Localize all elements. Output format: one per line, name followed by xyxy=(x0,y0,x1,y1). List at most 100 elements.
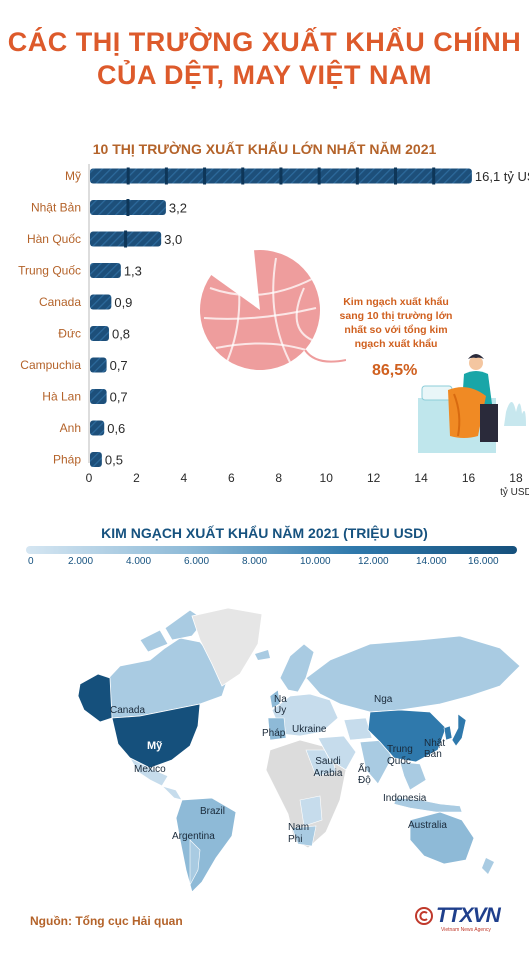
copyright-icon xyxy=(415,907,433,925)
scale-tick-label: 14.000 xyxy=(416,556,447,567)
map-label-trung-quoc: Trung Quốc xyxy=(387,744,413,767)
bar-tie xyxy=(126,199,130,216)
map-greenland xyxy=(191,607,263,687)
map-label-brazil: Brazil xyxy=(200,806,226,817)
map-label-nga: Nga xyxy=(374,694,393,705)
value-label: 0,9 xyxy=(114,295,132,310)
value-label: 0,5 xyxy=(105,453,123,468)
value-label: 3,0 xyxy=(164,232,182,247)
bar-tie xyxy=(241,167,245,185)
map-labels: Canada Mỹ Mexico Brazil Argentina Na Uy … xyxy=(0,600,529,900)
source-note: Nguồn: Tổng cục Hải quan xyxy=(30,914,183,928)
bar-tie xyxy=(432,167,436,185)
map-title: KIM NGẠCH XUẤT KHẨU NĂM 2021 (TRIỆU USD) xyxy=(101,525,428,541)
category-label: Nhật Bản xyxy=(31,201,81,215)
category-label: Canada xyxy=(39,295,81,309)
color-scale-bar xyxy=(26,546,517,554)
yarn-strand xyxy=(225,263,241,365)
map-saudi-arabia xyxy=(317,735,357,771)
category-label: Anh xyxy=(60,421,81,435)
map-scandinavia xyxy=(279,643,315,693)
map-south-africa xyxy=(291,825,317,847)
map-label-an-do: Ấn Độ xyxy=(358,764,371,786)
scale-tick-label: 0 xyxy=(28,556,34,567)
fabric-orange xyxy=(448,387,486,438)
pie-value-label: 86,5% xyxy=(372,362,418,379)
yarn-strand xyxy=(209,277,315,297)
plant-icon xyxy=(504,402,526,426)
map-label-australia: Australia xyxy=(408,820,447,831)
bar xyxy=(90,263,121,278)
scale-tick-label: 12.000 xyxy=(358,556,389,567)
x-tick-label: 6 xyxy=(228,471,235,485)
map-alaska xyxy=(77,673,113,723)
ttxvn-logo: TTXVN xyxy=(436,904,501,927)
value-label: 3,2 xyxy=(169,201,187,216)
map-label-my: Mỹ xyxy=(147,740,163,752)
map-australia xyxy=(409,811,475,865)
map-label-indonesia: Indonesia xyxy=(383,793,427,804)
x-tick-label: 18 xyxy=(509,471,523,485)
category-label: Mỹ xyxy=(65,169,81,183)
bar-tie xyxy=(355,167,359,185)
x-unit-label: tỷ USD xyxy=(500,486,529,498)
yarn-thread xyxy=(304,349,346,363)
page-title: CÁC THỊ TRƯỜNG XUẤT KHẨU CHÍNH CỦA DỆT, … xyxy=(0,26,529,92)
category-label: Campuchia xyxy=(20,358,81,372)
x-tick-label: 14 xyxy=(414,471,428,485)
yarn-strand xyxy=(295,287,313,341)
pie-annotation: Kim ngạch xuất khẩu sang 10 thị trường l… xyxy=(339,296,453,350)
map-label-na-uy: Na Uy xyxy=(274,694,287,716)
x-tick-label: 10 xyxy=(320,471,334,485)
map-label-phap: Pháp xyxy=(262,728,286,739)
x-tick-label: 12 xyxy=(367,471,381,485)
category-label: Đức xyxy=(58,327,81,341)
bar xyxy=(90,452,102,467)
worker-head xyxy=(469,356,483,370)
world-map xyxy=(77,607,521,893)
pie-slice-main xyxy=(200,249,320,370)
map-china xyxy=(367,709,447,763)
value-label: 0,8 xyxy=(112,327,130,342)
scale-tick-label: 4.000 xyxy=(126,556,152,567)
sewing-worker-illustration xyxy=(418,354,526,453)
value-label: 0,7 xyxy=(110,358,128,373)
scale-tick-label: 10.000 xyxy=(300,556,331,567)
map-label-canada: Canada xyxy=(110,705,146,716)
bar xyxy=(90,357,107,373)
map-japan xyxy=(451,713,467,747)
map-label-ukraine: Ukraine xyxy=(292,724,327,735)
category-label: Hà Lan xyxy=(42,390,81,404)
ttxvn-logo-sub: Vietnam News Agency xyxy=(441,927,491,933)
x-tick-label: 4 xyxy=(181,471,188,485)
map-europe xyxy=(271,693,339,737)
title-line-2: CỦA DỆT, MAY VIỆT NAM xyxy=(96,60,433,90)
bar-tie xyxy=(394,167,398,185)
map-label-nam-phi: Nam Phi xyxy=(288,822,310,845)
map-label-saudi-arabia: Saudi Arabia xyxy=(313,756,343,779)
map-indonesia xyxy=(393,797,463,813)
worker-legs xyxy=(480,404,498,442)
value-label: 0,7 xyxy=(110,390,128,405)
map-label-argentina: Argentina xyxy=(172,831,215,842)
category-label: Hàn Quốc xyxy=(27,232,81,246)
map-korea xyxy=(443,725,453,741)
scale-tick-label: 6.000 xyxy=(184,556,210,567)
scale-tick-label: 2.000 xyxy=(68,556,94,567)
bar-tie xyxy=(317,167,321,185)
color-scale-labels: 0 2.000 4.000 6.000 8.000 10.000 12.000 14.000 1… xyxy=(0,556,529,570)
bar-tie xyxy=(126,167,130,185)
x-tick-label: 2 xyxy=(133,471,140,485)
map-label-nhat-ban: Nhật Bản xyxy=(424,738,446,760)
bar xyxy=(90,294,112,310)
yarn-ball-pie xyxy=(200,249,346,370)
x-tick-label: 8 xyxy=(275,471,282,485)
bar-tie xyxy=(164,167,168,185)
map-label-mexico: Mexico xyxy=(134,764,166,775)
sewing-machine xyxy=(421,385,453,401)
x-tick-label: 0 xyxy=(86,471,93,485)
title-line-1: CÁC THỊ TRƯỜNG XUẤT KHẨU CHÍNH xyxy=(7,27,522,57)
category-label: Trung Quốc xyxy=(18,264,81,278)
x-tick-label: 16 xyxy=(462,471,476,485)
value-label: 0,6 xyxy=(107,421,125,436)
